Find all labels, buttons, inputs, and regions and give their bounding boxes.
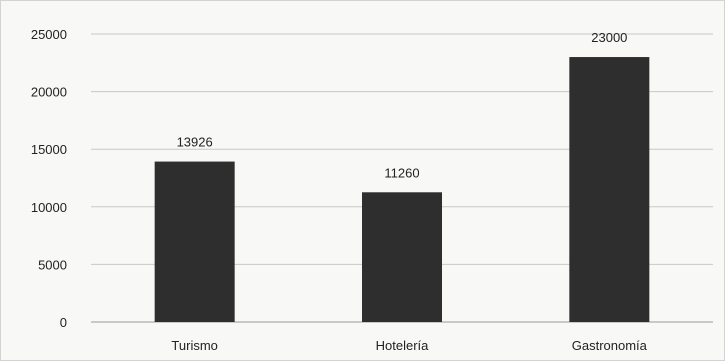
- y-tick-label: 20000: [31, 85, 67, 100]
- x-axis-categories: Turismo Hotelería Gastronomía: [171, 338, 647, 353]
- bar-turismo: [154, 161, 235, 322]
- y-tick-label: 15000: [31, 142, 67, 157]
- x-category-label: Hotelería: [376, 338, 430, 353]
- bars: [154, 57, 650, 322]
- bar-gastronomía: [569, 57, 650, 322]
- y-axis-ticks: 0 5000 10000 15000 20000 25000: [31, 27, 67, 330]
- y-tick-label: 5000: [38, 257, 67, 272]
- data-label: 23000: [591, 30, 627, 45]
- y-tick-label: 10000: [31, 200, 67, 215]
- data-labels: 13926 11260 23000: [177, 30, 628, 180]
- y-tick-label: 0: [60, 315, 67, 330]
- bar-hotelería: [362, 192, 442, 322]
- data-label: 13926: [177, 135, 213, 150]
- x-category-label: Turismo: [171, 338, 217, 353]
- data-label: 11260: [384, 165, 419, 180]
- x-category-label: Gastronomía: [572, 338, 648, 353]
- y-tick-label: 25000: [31, 27, 67, 42]
